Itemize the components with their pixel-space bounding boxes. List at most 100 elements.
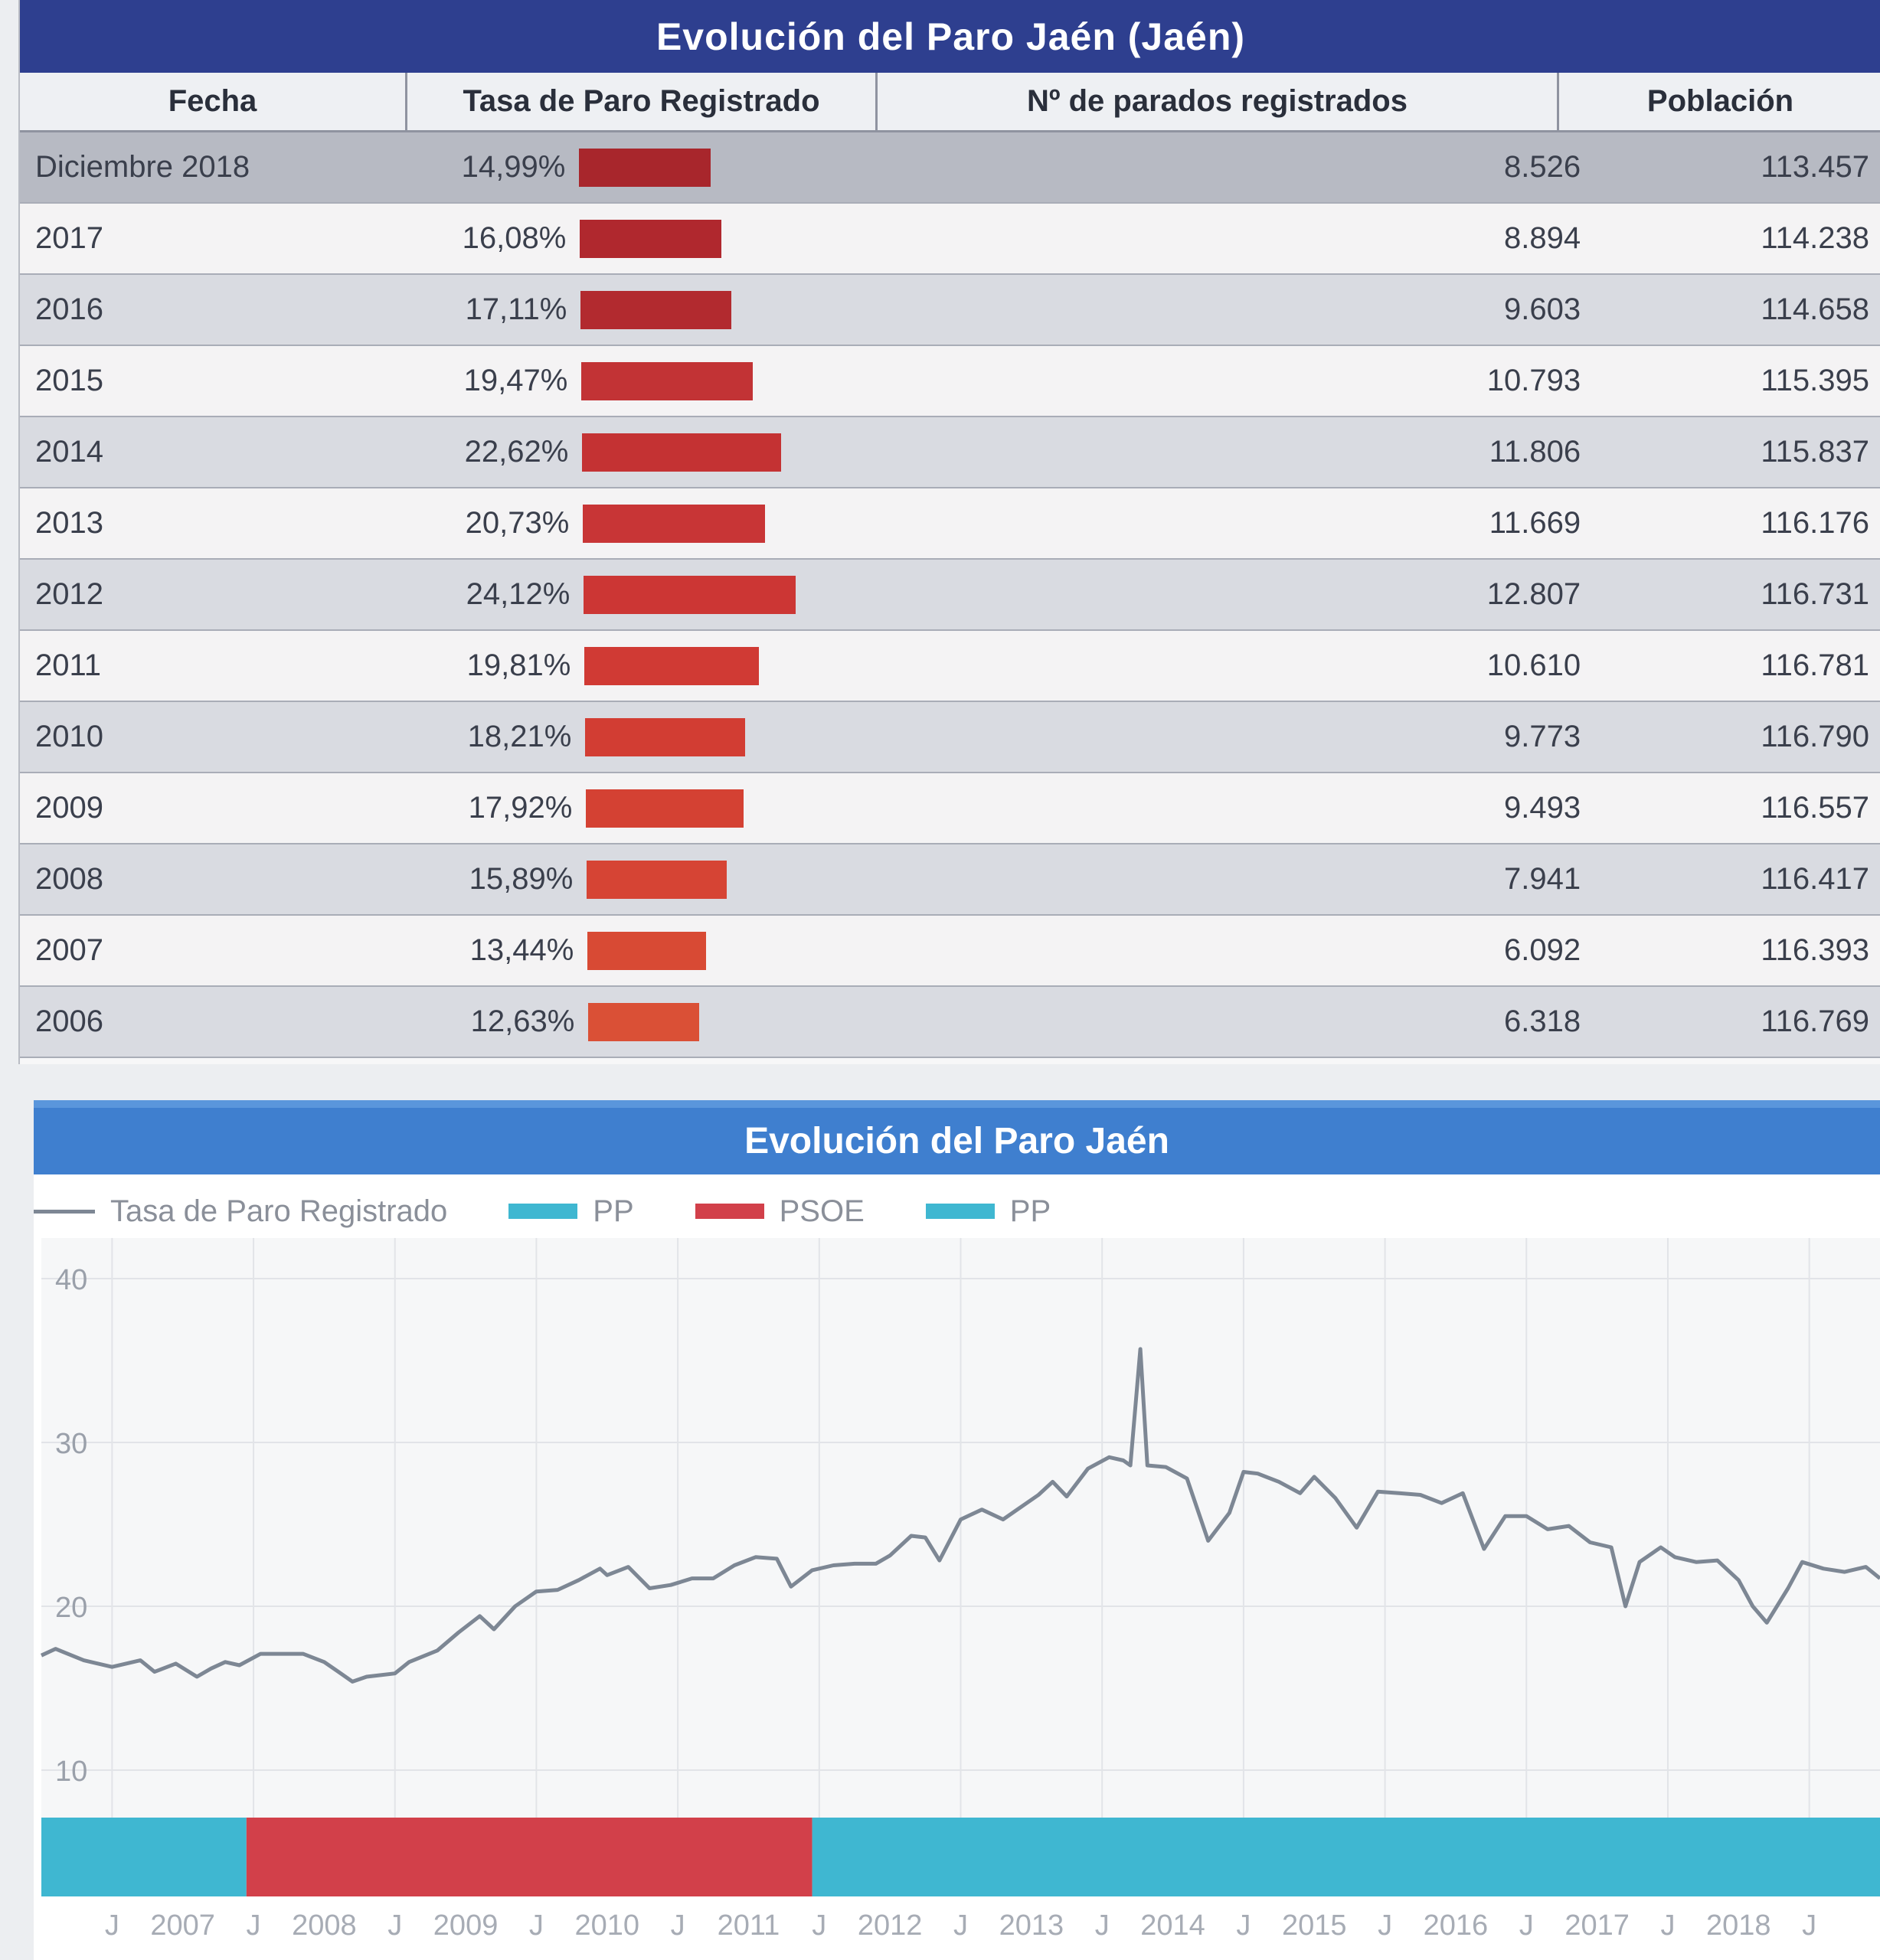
cell-parados: 11.669: [1489, 506, 1581, 540]
cell-parados: 11.806: [1489, 435, 1581, 469]
x-tick-label: 2009: [433, 1909, 499, 1942]
cell-fecha: Diciembre 2018: [35, 150, 250, 184]
table-row: 2015 19,47% 10.793 115.395: [20, 346, 1880, 417]
table-title: Evolución del Paro Jaén (Jaén): [20, 0, 1880, 73]
table-row: 2012 24,12% 12.807 116.731: [20, 560, 1880, 631]
tasa-bar: [583, 504, 766, 543]
header-fecha[interactable]: Fecha: [20, 73, 407, 130]
legend-item[interactable]: PP: [925, 1194, 1051, 1229]
x-tick-label: 2011: [718, 1909, 780, 1942]
table-row: 2006 12,63% 6.318 116.769: [20, 987, 1880, 1058]
chart-panel: Evolución del Paro Jaén Tasa de Paro Reg…: [34, 1100, 1880, 1960]
period-band-pp: [41, 1818, 247, 1896]
x-tick-label: 2016: [1424, 1909, 1489, 1942]
x-tick-label: 2007: [150, 1909, 215, 1942]
x-tick-label: J: [247, 1909, 261, 1942]
cell-poblacion: 116.176: [1761, 506, 1869, 540]
tasa-label: 13,44%: [469, 933, 574, 967]
y-tick-label: 40: [55, 1264, 87, 1296]
table-row: 2009 17,92% 9.493 116.557: [20, 773, 1880, 844]
table-row: Diciembre 2018 14,99% 8.526 113.457: [20, 132, 1880, 204]
x-tick-label: 2013: [999, 1909, 1064, 1942]
tasa-bar: [581, 361, 754, 400]
cell-tasa: 22,62%: [354, 433, 1088, 472]
cell-tasa: 12,63%: [354, 1002, 1088, 1041]
cell-fecha: 2010: [35, 720, 103, 753]
cell-fecha: 2007: [35, 933, 103, 967]
cell-tasa: 19,47%: [354, 361, 1088, 400]
cell-poblacion: 116.557: [1761, 791, 1869, 825]
table-row: 2008 15,89% 7.941 116.417: [20, 844, 1880, 916]
x-tick-label: J: [1519, 1909, 1534, 1942]
header-parados[interactable]: Nº de parados registrados: [878, 73, 1559, 130]
cell-parados: 8.526: [1503, 150, 1581, 184]
tasa-bar: [588, 1002, 700, 1041]
cell-tasa: 20,73%: [354, 504, 1088, 543]
x-tick-label: 2015: [1282, 1909, 1347, 1942]
chart-title: Evolución del Paro Jaén: [34, 1100, 1880, 1174]
series-line: [40, 1347, 1880, 1684]
table-row: 2016 17,11% 9.603 114.658: [20, 275, 1880, 346]
cell-tasa: 24,12%: [354, 575, 1088, 614]
tasa-label: 18,21%: [467, 720, 572, 753]
cell-poblacion: 114.658: [1761, 292, 1869, 326]
legend-label: PP: [593, 1194, 634, 1228]
legend-item[interactable]: PP: [508, 1194, 634, 1229]
tasa-label: 14,99%: [461, 150, 566, 184]
cell-poblacion: 116.393: [1761, 933, 1869, 967]
cell-fecha: 2009: [35, 791, 103, 825]
x-tick-label: 2018: [1706, 1909, 1771, 1942]
cell-tasa: 18,21%: [354, 717, 1088, 756]
cell-poblacion: 116.731: [1761, 577, 1869, 611]
table-row: 2014 22,62% 11.806 115.837: [20, 417, 1880, 488]
tasa-bar: [580, 290, 732, 329]
cell-fecha: 2015: [35, 364, 103, 397]
tasa-label: 19,47%: [463, 364, 568, 397]
cell-tasa: 19,81%: [354, 646, 1088, 685]
tasa-bar: [585, 717, 746, 756]
cell-fecha: 2017: [35, 221, 103, 255]
legend-item[interactable]: Tasa de Paro Registrado: [34, 1194, 447, 1229]
y-tick-label: 30: [55, 1428, 87, 1460]
x-tick-label: J: [671, 1909, 685, 1942]
legend-label: PSOE: [779, 1194, 865, 1228]
cell-fecha: 2016: [35, 292, 103, 326]
x-tick-label: 2012: [858, 1909, 923, 1942]
cell-poblacion: 114.238: [1761, 221, 1869, 255]
x-tick-label: J: [105, 1909, 119, 1942]
cell-parados: 8.894: [1503, 221, 1581, 255]
x-tick-label: J: [529, 1909, 544, 1942]
x-tick-label: J: [1660, 1909, 1675, 1942]
x-tick-label: 2014: [1140, 1909, 1205, 1942]
cell-fecha: 2013: [35, 506, 103, 540]
x-tick-label: J: [1095, 1909, 1110, 1942]
cell-parados: 10.610: [1486, 648, 1581, 682]
header-poblacion[interactable]: Población: [1646, 84, 1794, 118]
legend-item[interactable]: PSOE: [695, 1194, 865, 1229]
unemployment-table: Evolución del Paro Jaén (Jaén) Fecha Tas…: [18, 0, 1880, 1064]
header-tasa[interactable]: Tasa de Paro Registrado: [407, 73, 878, 130]
cell-parados: 7.941: [1503, 862, 1581, 896]
tasa-bar: [584, 646, 760, 685]
tasa-label: 15,89%: [469, 862, 574, 896]
cell-poblacion: 113.457: [1761, 150, 1869, 184]
chart-legend: Tasa de Paro Registrado PP PSOE PP: [34, 1188, 1259, 1234]
tasa-bar: [584, 575, 796, 614]
table-row: 2011 19,81% 10.610 116.781: [20, 631, 1880, 702]
cell-fecha: 2014: [35, 435, 103, 469]
legend-label: PP: [1009, 1194, 1051, 1228]
x-tick-label: J: [812, 1909, 826, 1942]
cell-poblacion: 115.395: [1761, 364, 1869, 397]
table-body: Diciembre 2018 14,99% 8.526 113.457 2017 16,0…: [20, 132, 1880, 1058]
cell-fecha: 2008: [35, 862, 103, 896]
tasa-label: 22,62%: [464, 435, 569, 469]
tasa-label: 17,11%: [465, 292, 567, 326]
tasa-label: 12,63%: [470, 1004, 575, 1038]
cell-tasa: 17,92%: [354, 789, 1088, 828]
tasa-label: 19,81%: [466, 648, 571, 682]
x-tick-label: J: [1236, 1909, 1251, 1942]
table-row: 2007 13,44% 6.092 116.393: [20, 916, 1880, 987]
cell-poblacion: 116.781: [1761, 648, 1869, 682]
cell-parados: 12.807: [1486, 577, 1581, 611]
